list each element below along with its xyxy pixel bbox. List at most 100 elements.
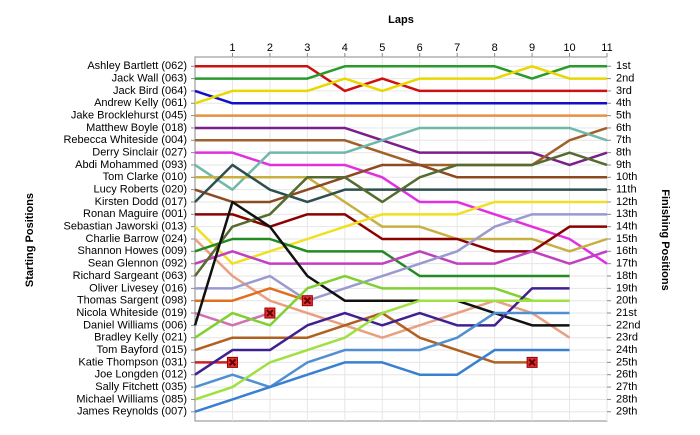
y-tick-label: Charlie Barrow (024) <box>86 233 187 245</box>
y-tick-label: Andrew Kelly (061) <box>94 97 187 109</box>
y-tick-label: Nicola Whiteside (019) <box>76 307 187 319</box>
x-tick-label: 6 <box>417 42 423 54</box>
y2-tick-label: 19th <box>616 282 637 294</box>
y-tick-label: Sally Fitchett (035) <box>95 381 187 393</box>
y2-tick-label: 25th <box>616 356 637 368</box>
y2-tick-label: 2nd <box>616 72 634 84</box>
position-line <box>194 274 570 339</box>
x-tick-label: 3 <box>304 42 310 54</box>
x-tick-label: 4 <box>342 42 348 54</box>
y2-tick-label: 13th <box>616 208 637 220</box>
y2-tick-label: 8th <box>616 147 631 159</box>
x-tick-label: 5 <box>379 42 385 54</box>
y2-tick-label: 27th <box>616 381 637 393</box>
y2-tick-label: 4th <box>616 97 631 109</box>
position-line <box>194 237 570 278</box>
position-line <box>195 126 608 167</box>
y-tick-label: Katie Thompson (031) <box>78 356 187 368</box>
position-line <box>195 213 607 253</box>
y-tick-label: Jack Wall (063) <box>112 72 187 84</box>
position-line <box>195 151 608 265</box>
x-tick-label: 11 <box>601 42 612 54</box>
y2-tick-label: 11th <box>616 184 637 196</box>
y2-tick-label: 22nd <box>616 319 640 331</box>
y-tick-label: Derry Sinclair (027) <box>92 147 187 159</box>
position-line <box>195 126 608 167</box>
y-tick-label: Sean Glennon (092) <box>88 258 187 270</box>
position-line <box>193 200 570 327</box>
y2-tick-label: 17th <box>616 258 637 270</box>
y-tick-label: Thomas Sargent (098) <box>77 295 187 307</box>
position-line <box>195 176 608 253</box>
retired-marker <box>526 356 538 368</box>
y-tick-label: Abdi Mohammed (093) <box>75 159 187 171</box>
retired-marker <box>301 295 313 307</box>
y2-tick-label: 18th <box>616 270 637 282</box>
y2-tick-label: 14th <box>616 221 637 233</box>
y-tick-label: Tom Bayford (015) <box>97 344 187 356</box>
y-tick-label: Joe Longden (012) <box>95 369 187 381</box>
y2-tick-label: 15th <box>616 233 637 245</box>
position-line <box>194 200 607 265</box>
position-line <box>194 163 607 204</box>
y-tick-label: Oliver Livesey (016) <box>89 282 187 294</box>
y-tick-label: Sebastian Jaworski (013) <box>63 221 187 233</box>
x-tick-label: 8 <box>492 42 498 54</box>
y2-tick-label: 5th <box>616 110 631 122</box>
x-tick-label: 2 <box>267 42 273 54</box>
position-line <box>194 126 608 191</box>
y2-tick-label: 1st <box>616 60 631 72</box>
y2-tick-label: 9th <box>616 159 631 171</box>
position-line <box>195 213 607 302</box>
y-tick-label: Michael Williams (085) <box>76 393 187 405</box>
y-tick-label: Jack Bird (064) <box>113 85 187 97</box>
x-tick-label: 7 <box>454 42 460 54</box>
y2-tick-label: 10th <box>616 171 637 183</box>
y2-tick-label: 7th <box>616 134 631 146</box>
position-line <box>194 89 607 105</box>
y-tick-label: James Reynolds (007) <box>77 406 187 418</box>
y-tick-label: Shannon Howes (009) <box>78 245 187 257</box>
y-tick-label: Kirsten Dodd (017) <box>95 196 187 208</box>
position-line <box>194 163 607 204</box>
retired-marker <box>226 356 238 368</box>
y2-tick-label: 29th <box>616 406 637 418</box>
position-line <box>195 65 607 80</box>
x-tick-label: 1 <box>229 42 235 54</box>
y-axis-title: Starting Positions <box>24 193 36 287</box>
x-tick-label: 10 <box>563 42 575 54</box>
y-tick-label: Rebecca Whiteside (004) <box>63 134 187 146</box>
y2-tick-label: 28th <box>616 393 637 405</box>
position-line <box>194 299 570 401</box>
y-tick-label: Jake Brocklehurst (045) <box>71 110 187 122</box>
position-line <box>194 151 608 277</box>
y2-tick-label: 16th <box>616 245 637 257</box>
retired-marker <box>264 307 276 319</box>
position-line <box>194 65 607 105</box>
y-tick-label: Matthew Boyle (018) <box>86 122 187 134</box>
y2-tick-label: 24th <box>616 344 637 356</box>
y-tick-label: Tom Clarke (010) <box>103 171 187 183</box>
position-line <box>195 287 308 302</box>
y-tick-label: Ronan Maguire (001) <box>83 208 187 220</box>
y-tick-label: Bradley Kelly (021) <box>94 332 187 344</box>
position-line <box>194 250 608 265</box>
y2-tick-label: 6th <box>616 122 631 134</box>
position-line <box>194 348 570 413</box>
y2-tick-label: 12th <box>616 196 637 208</box>
y-tick-label: Lucy Roberts (020) <box>93 184 187 196</box>
x-tick-label: 9 <box>529 42 535 54</box>
position-line <box>194 311 570 389</box>
y-tick-label: Ashley Bartlett (062) <box>87 60 187 72</box>
y2-tick-label: 21st <box>616 307 637 319</box>
y2-tick-label: 23rd <box>616 332 638 344</box>
x-axis-title: Laps <box>388 14 414 26</box>
y2-tick-label: 20th <box>616 295 637 307</box>
y2-axis-title: Finishing Positions <box>659 189 671 290</box>
y2-tick-label: 3rd <box>616 85 632 97</box>
y-tick-label: Daniel Williams (006) <box>83 319 187 331</box>
y-tick-label: Richard Sargeant (063) <box>73 270 187 282</box>
y2-tick-label: 26th <box>616 369 637 381</box>
position-line <box>194 311 271 327</box>
